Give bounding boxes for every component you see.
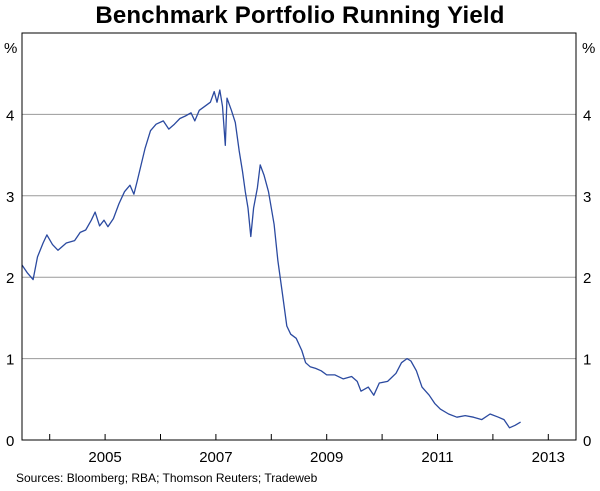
y-tick-label-right: 0: [583, 433, 591, 450]
source-note: Sources: Bloomberg; RBA; Thomson Reuters…: [16, 471, 318, 485]
plot-frame: [21, 32, 577, 441]
series-line-0: [21, 89, 521, 429]
y-tick-label-right: 1: [583, 352, 591, 369]
x-tick-label: 2007: [199, 449, 232, 466]
y-tick-label-left: 4: [6, 107, 14, 124]
y-unit-left: %: [4, 40, 17, 57]
x-tick-label: 2011: [421, 449, 453, 466]
y-tick-label-left: 1: [6, 352, 14, 369]
y-tick-label-left: 2: [6, 270, 14, 287]
y-tick-label-left: 0: [6, 433, 14, 450]
x-tick-label: 2009: [310, 449, 343, 466]
y-unit-right: %: [582, 40, 595, 57]
y-tick-label-left: 3: [6, 189, 14, 206]
y-tick-label-right: 3: [583, 189, 591, 206]
y-tick-label-right: 4: [583, 107, 591, 124]
chart-title: Benchmark Portfolio Running Yield: [95, 2, 505, 29]
x-tick-label: 2005: [88, 449, 121, 466]
y-tick-label-right: 2: [583, 270, 591, 287]
x-tick-label: 2013: [532, 449, 565, 466]
